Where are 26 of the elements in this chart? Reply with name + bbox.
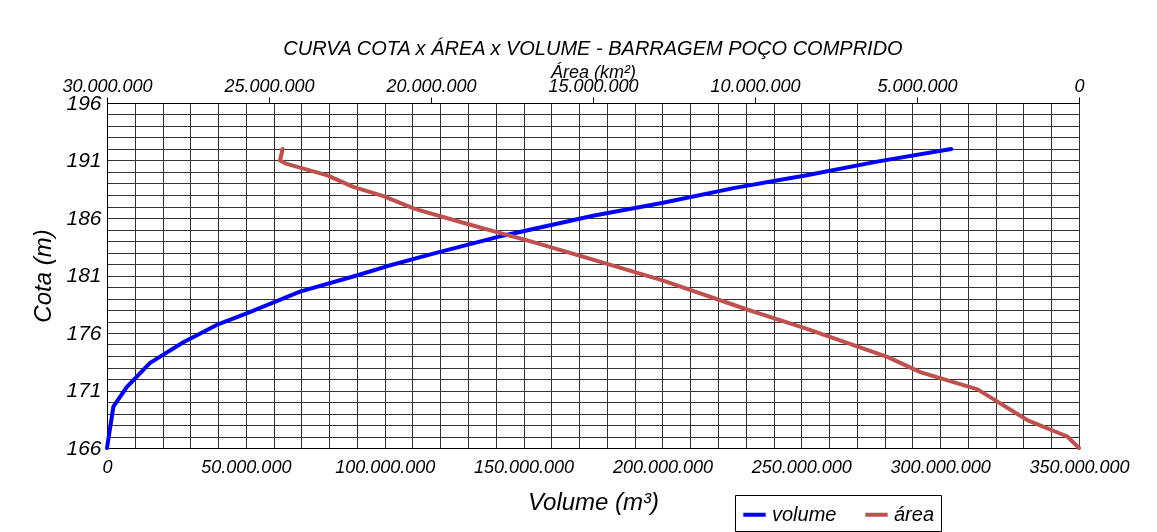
y-tick-label: 181 xyxy=(66,263,102,286)
chart-title: CURVA COTA x ÁREA x VOLUME - BARRAGEM POÇO COMPRIDO xyxy=(283,37,903,59)
y-tick-label: 191 xyxy=(66,148,102,171)
x2-tick-label: 10.000.000 xyxy=(710,75,801,96)
x-tick-label: 200.000.000 xyxy=(611,456,713,477)
y-tick-label: 171 xyxy=(66,378,102,401)
x-tick-label: 150.000.000 xyxy=(474,456,575,477)
x2-tick-label: 20.000.000 xyxy=(385,75,477,96)
x-tick-label: 100.000.000 xyxy=(335,456,436,477)
y-axis-title: Cota (m) xyxy=(29,229,57,323)
x-tick-label: 50.000.000 xyxy=(201,456,292,477)
x2-tick-label: 30.000.000 xyxy=(62,75,153,96)
x-axis-title: Volume (m³) xyxy=(527,487,660,515)
y-tick-label: 176 xyxy=(66,320,102,344)
x2-tick-label: 0 xyxy=(1074,75,1085,96)
y-tick-label: 166 xyxy=(66,435,102,459)
legend-label: volume xyxy=(772,502,837,525)
x2-tick-label: 25.000.000 xyxy=(223,75,315,96)
y-tick-label: 186 xyxy=(66,205,102,229)
x-tick-label: 0 xyxy=(102,456,113,477)
x-tick-label: 250.000.000 xyxy=(750,456,852,477)
line-series xyxy=(105,147,954,450)
legend-label: área xyxy=(894,502,935,525)
x-tick-label: 350.000.000 xyxy=(1029,456,1130,477)
x2-tick-label: 5.000.000 xyxy=(877,75,958,96)
x-tick-label: 300.000.000 xyxy=(890,456,991,477)
